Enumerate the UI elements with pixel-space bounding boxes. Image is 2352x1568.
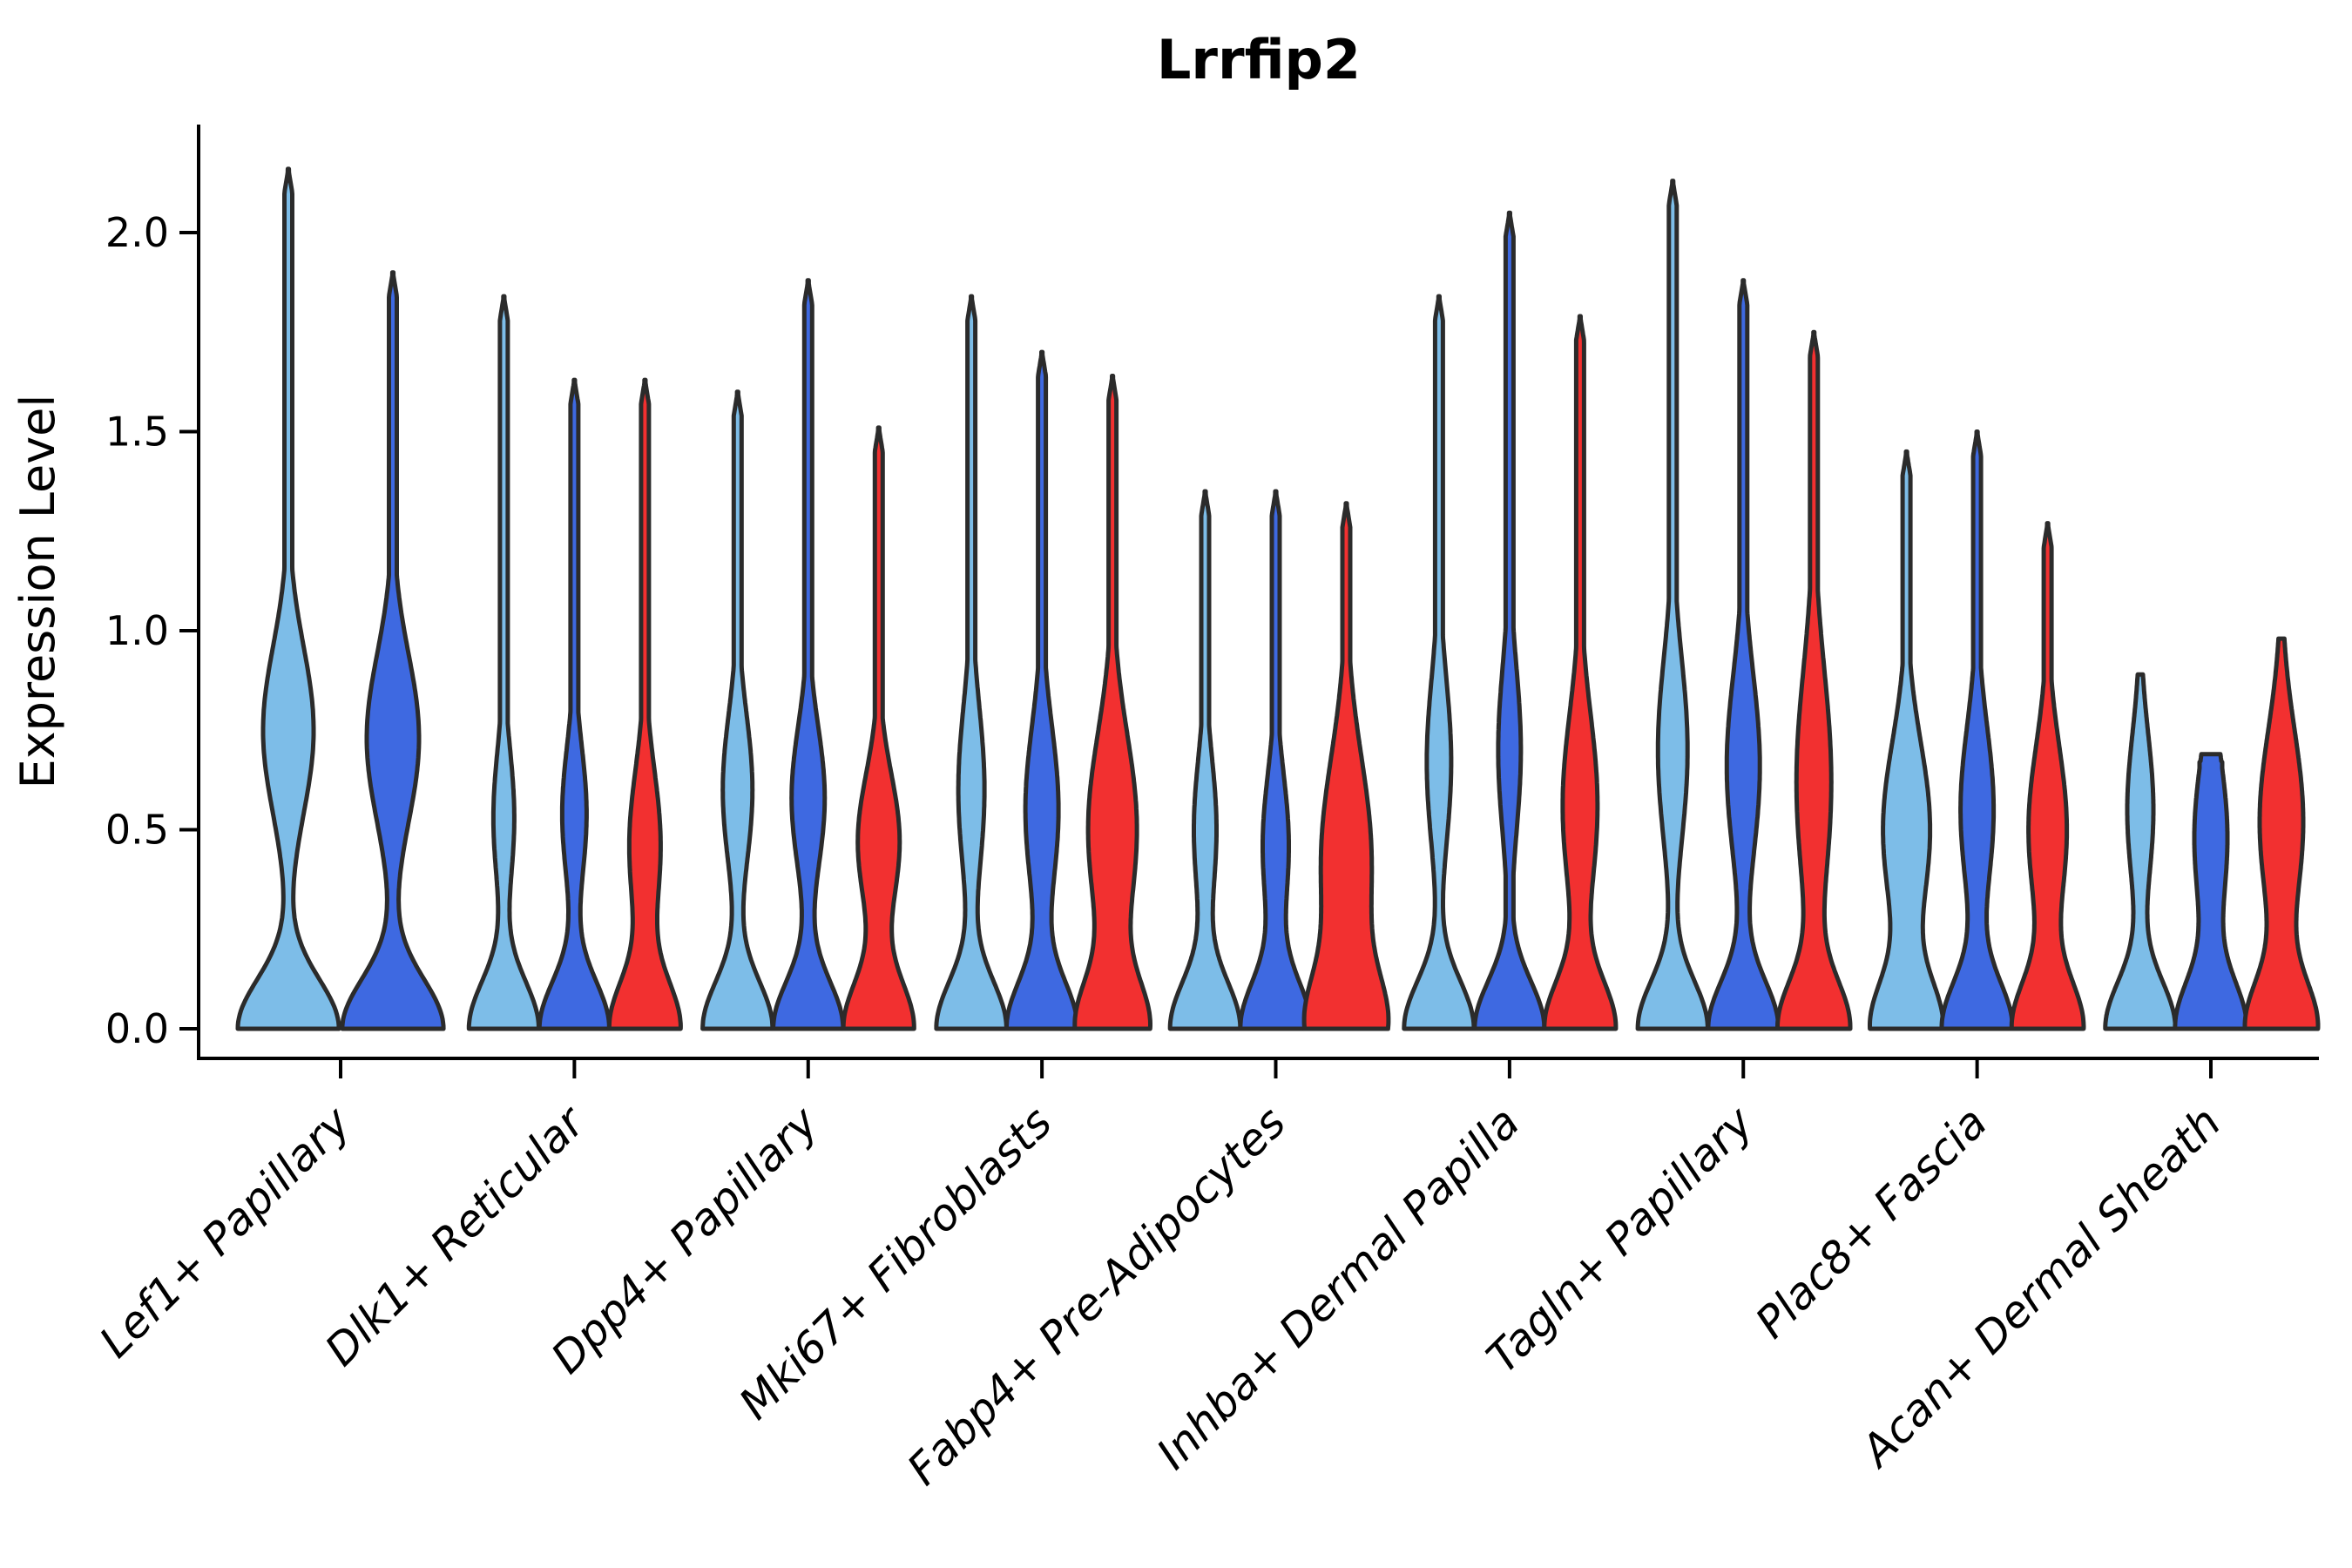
violin-red-6	[1775, 329, 1853, 1031]
y-tick-label: 2.0	[105, 209, 169, 256]
x-tick-label-fabp4-pre-adipocytes: Fabp4+ Pre-Adipocytes	[897, 1097, 1295, 1495]
violin-royal_blue-2	[771, 278, 846, 1031]
violin-light_blue-1	[466, 294, 541, 1031]
violin-light_blue-0	[235, 166, 341, 1031]
axis-spines	[197, 125, 2319, 1060]
y-tick-label: 1.0	[105, 607, 169, 654]
y-tick-label: 1.5	[105, 409, 169, 456]
violin-light_blue-6	[1635, 179, 1710, 1031]
violin-red-5	[1542, 314, 1619, 1031]
violin-royal_blue-6	[1706, 278, 1781, 1031]
violin-light_blue-3	[934, 294, 1009, 1031]
violin-red-8	[2242, 636, 2321, 1031]
violin-royal_blue-1	[537, 377, 612, 1031]
x-tick-label-lef1-papillary: Lef1+ Papillary	[90, 1096, 361, 1367]
violin-light_blue-8	[2103, 672, 2178, 1031]
y-tick-label: 0.5	[105, 807, 169, 854]
violins	[235, 166, 2321, 1031]
violin-royal_blue-4	[1238, 489, 1314, 1031]
violin-royal_blue-3	[1004, 349, 1080, 1031]
violin-royal_blue-7	[1939, 429, 2015, 1031]
violin-light_blue-4	[1167, 489, 1243, 1031]
violin-red-1	[606, 377, 683, 1031]
violin-red-4	[1301, 501, 1391, 1031]
chart-title: Lrrfip2	[1157, 28, 1361, 91]
x-tick-label-plac8-fascia: Plac8+ Fascia	[1746, 1097, 1997, 1348]
violin-royal_blue-5	[1472, 210, 1547, 1031]
axes	[179, 125, 2319, 1078]
x-tick-label-dlk1-reticular: Dlk1+ Reticular	[315, 1095, 596, 1375]
y-tick-label: 0.0	[105, 1005, 169, 1052]
violin-red-3	[1072, 374, 1152, 1031]
violin-royal_blue-0	[340, 270, 446, 1031]
violin-royal_blue-8	[2173, 752, 2249, 1031]
violin-red-7	[2009, 521, 2086, 1031]
violin-light_blue-5	[1402, 294, 1477, 1031]
violin-light_blue-2	[700, 389, 775, 1031]
violin-red-2	[841, 425, 916, 1031]
violin-light_blue-7	[1868, 449, 1946, 1031]
y-axis-label: Expression Level	[10, 395, 65, 789]
